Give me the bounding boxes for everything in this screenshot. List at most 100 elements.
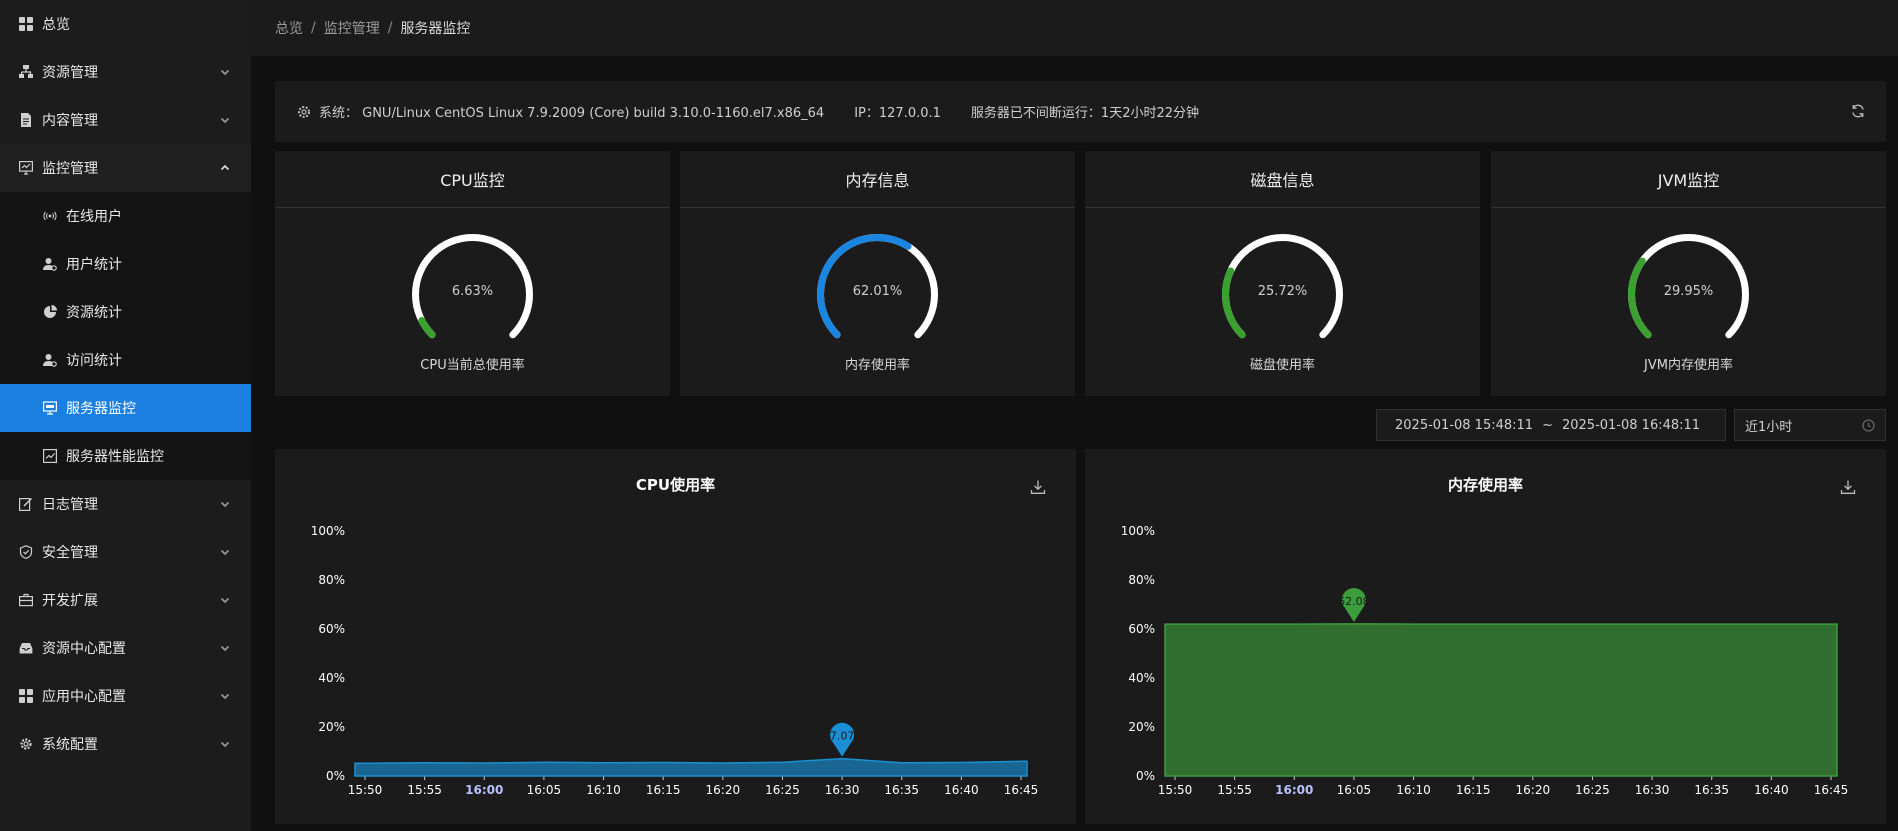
x-tick-label: 16:30 [1635,783,1670,797]
sidebar-item-online-users[interactable]: 在线用户 [0,192,251,240]
breadcrumb-current: 服务器监控 [400,21,471,37]
pie-chart-icon [42,304,58,320]
breadcrumb-item[interactable]: 总览 [275,21,303,37]
gauge-fill [1628,257,1652,339]
x-tick-label: 16:00 [1275,783,1313,797]
gauge-ring [817,234,938,339]
system-info-bar: 系统： GNU/Linux CentOS Linux 7.9.2009 (Cor… [275,81,1886,142]
chevron-down-icon [219,66,231,78]
main-content: 总览 / 监控管理 / 服务器监控 系统： GNU/Linux CentOS L… [251,0,1898,831]
gauge-value: 29.95% [1663,284,1714,299]
range-start: 2025-01-08 15:48:11 [1395,417,1534,433]
gauge-ring [1222,234,1343,339]
x-tick-label: 16:15 [646,783,681,797]
sidebar: 总览 资源管理 内容管理 监控管理 在线用户 用户统计 [0,0,251,831]
y-tick-label: 20% [1128,720,1155,734]
series-area [354,757,1028,777]
breadcrumb-separator: / [311,20,316,36]
sidebar-item-label: 用户统计 [66,257,122,273]
sidebar-item-label: 总览 [42,17,70,33]
toolbox-icon [18,592,34,608]
refresh-icon[interactable] [1850,103,1866,119]
quick-range-select[interactable]: 近1小时 [1734,409,1886,441]
monitor-submenu: 在线用户 用户统计 资源统计 访问统计 服务器监控 服务器性能监控 [0,192,251,480]
sidebar-item-label: 服务器性能监控 [66,449,164,465]
cpu-usage-plot: 100% 80% 60% 40% 20% 0%15:50 15:55 16:00 16:05 16… [311,524,1039,797]
sidebar-item-resource[interactable]: 资源管理 [0,48,251,96]
x-tick-label: 16:10 [1396,783,1431,797]
sidebar-item-visit-stats[interactable]: 访问统计 [0,336,251,384]
gauge-ring [412,234,533,339]
sidebar-item-app-center[interactable]: 应用中心配置 [0,672,251,720]
sidebar-item-user-stats[interactable]: 用户统计 [0,240,251,288]
sidebar-item-label: 应用中心配置 [42,689,126,705]
sidebar-item-server-performance[interactable]: 服务器性能监控 [0,432,251,480]
sidebar-item-security[interactable]: 安全管理 [0,528,251,576]
sidebar-item-overview[interactable]: 总览 [0,0,251,48]
broadcast-icon [42,208,58,224]
date-range-picker[interactable]: 2025-01-08 15:48:11 ~ 2025-01-08 16:48:1… [1376,409,1726,441]
y-tick-label: 100% [311,524,345,538]
gauge-title: 内存信息 [680,151,1075,208]
gauge-title: JVM监控 [1491,151,1886,208]
max-marker-label: 62.08 [1338,595,1370,608]
chevron-down-icon [219,498,231,510]
sidebar-item-system-config[interactable]: 系统配置 [0,720,251,768]
y-tick-label: 0% [1136,769,1155,783]
gear-icon [297,105,311,119]
x-tick-label: 16:30 [825,783,860,797]
download-icon[interactable] [1840,479,1856,495]
gauge-card-disk: 磁盘信息 25.72% 磁盘使用率 [1085,151,1480,396]
gauge-fill [418,316,436,339]
x-tick-label: 16:35 [1694,783,1729,797]
gauge-label: JVM内存使用率 [1644,358,1733,373]
monitor-icon [42,400,58,416]
x-tick-label: 16:05 [1337,783,1372,797]
user-gear-icon [42,256,58,272]
sitemap-icon [18,64,34,80]
x-tick-label: 16:25 [1575,783,1610,797]
clock-icon [1862,419,1875,432]
x-tick-label: 16:25 [765,783,800,797]
sidebar-item-label: 安全管理 [42,545,98,561]
quick-range-value: 近1小时 [1745,419,1793,435]
gauge-card-cpu: CPU监控 6.63% CPU当前总使用率 [275,151,670,396]
max-marker-pin [1341,587,1366,622]
x-tick-label: 15:55 [407,783,442,797]
x-tick-label: 16:15 [1456,783,1491,797]
max-marker-pin [830,722,855,757]
sidebar-item-log[interactable]: 日志管理 [0,480,251,528]
system-os-text: 系统： GNU/Linux CentOS Linux 7.9.2009 (Cor… [319,106,825,121]
sidebar-item-content[interactable]: 内容管理 [0,96,251,144]
chart-title: 内存使用率 [1447,476,1523,494]
sidebar-item-server-monitor[interactable]: 服务器监控 [0,384,251,432]
range-end: 2025-01-08 16:48:11 [1561,417,1701,433]
gauge-title: 磁盘信息 [1085,151,1480,208]
download-icon[interactable] [1030,479,1046,495]
chevron-down-icon [219,114,231,126]
x-tick-label: 15:50 [1158,783,1193,797]
sidebar-item-resource-center[interactable]: 资源中心配置 [0,624,251,672]
x-tick-label: 16:45 [1004,783,1039,797]
y-tick-label: 0% [326,769,345,783]
x-tick-label: 16:35 [884,783,919,797]
sidebar-item-dev-extension[interactable]: 开发扩展 [0,576,251,624]
breadcrumb-separator: / [387,20,393,36]
y-tick-label: 40% [318,671,345,685]
sidebar-item-resource-stats[interactable]: 资源统计 [0,288,251,336]
gauge-fill [817,234,912,339]
breadcrumb-item[interactable]: 监控管理 [323,21,380,37]
x-tick-label: 16:20 [706,783,741,797]
sidebar-item-monitor[interactable]: 监控管理 [0,144,251,192]
series-area [1164,623,1838,777]
gauge-fill [1222,267,1246,339]
user-gear-icon [42,352,58,368]
edit-note-icon [18,496,34,512]
line-chart-icon [42,448,58,464]
grid-icon [18,16,34,32]
chevron-down-icon [219,594,231,606]
y-tick-label: 40% [1128,671,1155,685]
shield-icon [18,544,34,560]
chart-title: CPU使用率 [635,476,716,494]
